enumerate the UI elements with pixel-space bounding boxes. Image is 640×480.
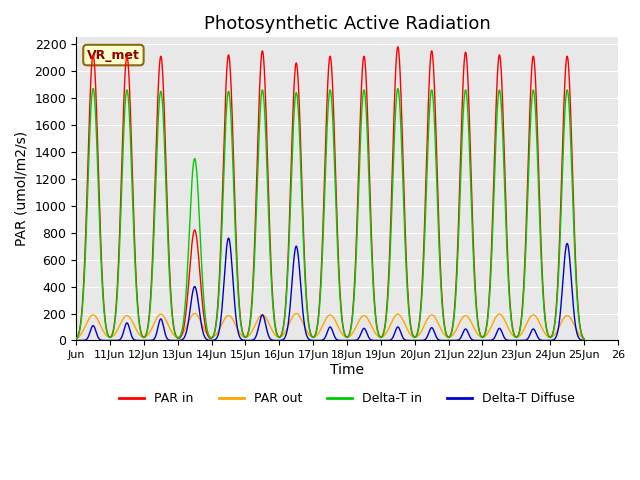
Title: Photosynthetic Active Radiation: Photosynthetic Active Radiation [204,15,490,33]
X-axis label: Time: Time [330,363,364,377]
Text: VR_met: VR_met [87,48,140,61]
Y-axis label: PAR (umol/m2/s): PAR (umol/m2/s) [15,132,29,246]
Legend: PAR in, PAR out, Delta-T in, Delta-T Diffuse: PAR in, PAR out, Delta-T in, Delta-T Dif… [114,387,580,410]
